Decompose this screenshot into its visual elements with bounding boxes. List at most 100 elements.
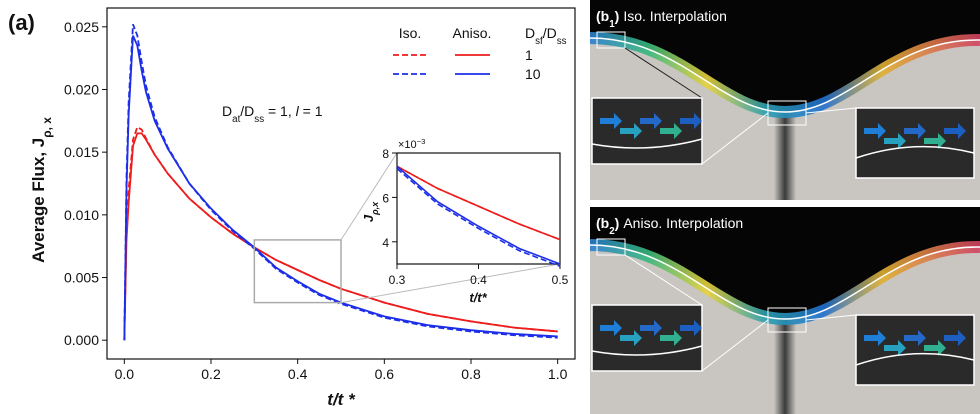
annotation-part: l [296, 103, 300, 119]
x-tick-label: 0.2 [201, 366, 221, 382]
zoom-window [855, 314, 975, 386]
arrow [864, 330, 886, 346]
legend-title-part: sf [535, 36, 543, 47]
zoom-line [805, 107, 857, 114]
arrow [640, 320, 662, 336]
arrow [600, 113, 622, 129]
arrow [864, 123, 886, 139]
panel-label: (b [596, 8, 609, 24]
legend-title: Dsf/Dss [525, 25, 567, 47]
panel-label: 1 [609, 19, 615, 30]
small-box [596, 238, 626, 256]
arrow [884, 340, 906, 356]
render-panel [589, 0, 980, 200]
x-tick-label: 0.4 [288, 366, 308, 382]
x-tick-label: 0.0 [115, 366, 135, 382]
y-tick-label: 0.000 [64, 332, 99, 348]
zoom-box [253, 239, 342, 304]
zoom-line [624, 47, 703, 99]
y-tick-label: 4 [382, 236, 389, 250]
interface-line [589, 37, 980, 113]
x-tick-label: 0.6 [375, 366, 395, 382]
inset-y-label-part: J [361, 214, 376, 222]
legend-row: 1 [525, 47, 533, 63]
panel-label: ) [615, 215, 620, 231]
figure-label: (a) [8, 10, 35, 35]
legend-row: 10 [525, 66, 541, 82]
x-axis-label: t/t * [327, 390, 356, 409]
annotation-part: D [222, 103, 232, 119]
zoom-line [701, 319, 769, 372]
x-tick-label: 0.3 [389, 273, 406, 287]
annotation-part: at [232, 114, 240, 125]
zoom-line [805, 314, 857, 321]
arrow [680, 113, 702, 129]
annotation: Dat/Dss = 1, l = 1 [222, 103, 323, 125]
zoom-window [591, 304, 703, 372]
annotation-part: = 1, [264, 103, 296, 119]
y-tick-label: 6 [382, 191, 389, 205]
series-line [396, 165, 561, 265]
y-axis-label-part: ρ, x [40, 117, 54, 138]
series-line [123, 35, 558, 341]
sky [590, 207, 980, 319]
panel-label: (b [596, 215, 609, 231]
legend-title-part: /D [543, 25, 557, 41]
x-tick-label: 0.8 [461, 366, 481, 382]
inset-y-label: Jρ,x [361, 201, 380, 222]
zoom-window [591, 97, 703, 165]
zoom-curve [591, 138, 703, 149]
arrow [924, 340, 946, 356]
zoom-link [340, 152, 398, 241]
zoom-curve [855, 352, 975, 366]
arrow [620, 123, 642, 139]
zoom-line [624, 254, 703, 306]
plot-frame [396, 152, 561, 265]
zoom-window [855, 107, 975, 179]
series-line [396, 167, 561, 267]
shadow-streak [774, 112, 796, 200]
shadow-streak [774, 319, 796, 414]
legend-column: Aniso. [453, 25, 492, 41]
annotation-part: ss [254, 114, 264, 125]
legend-title-part: D [525, 25, 535, 41]
zoom-link [340, 263, 561, 304]
legend-title-part: ss [557, 36, 567, 47]
render-panel [589, 207, 980, 414]
annotation-part: = 1 [299, 103, 323, 119]
series-line [123, 132, 558, 341]
small-box [596, 31, 626, 49]
y-tick-label: 0.010 [64, 207, 99, 223]
inset-x-label: t/t* [469, 290, 487, 305]
arrow [660, 330, 682, 346]
series-line [396, 165, 561, 241]
arrow [640, 113, 662, 129]
zoom-curve [855, 145, 975, 159]
panel-title-text: Iso. Interpolation [623, 8, 727, 24]
zoom-line [701, 112, 769, 165]
zoom-curve [591, 345, 703, 356]
panel-title-text: Aniso. Interpolation [623, 215, 743, 231]
interface-line [589, 244, 980, 320]
x-tick-label: 1.0 [548, 366, 568, 382]
panel-label: ) [615, 8, 620, 24]
legend-column: Iso. [399, 25, 422, 41]
inset-y-label-part: ρ,x [370, 201, 380, 216]
arrow [904, 123, 926, 139]
y-tick-label: 0.015 [64, 144, 99, 160]
x-tick-label: 0.4 [470, 273, 487, 287]
panel-title: (b2) Aniso. Interpolation [596, 215, 743, 237]
y-axis-label: Average Flux, Jρ, x [29, 117, 54, 263]
arrow [944, 330, 966, 346]
arrow [620, 330, 642, 346]
arrow [924, 133, 946, 149]
x-tick-label: 0.5 [552, 273, 569, 287]
arrow [944, 123, 966, 139]
arrow [660, 123, 682, 139]
y-multiplier-part: −3 [417, 137, 426, 146]
arrow [600, 320, 622, 336]
arrow [904, 330, 926, 346]
sky [590, 0, 980, 112]
arrow [884, 133, 906, 149]
